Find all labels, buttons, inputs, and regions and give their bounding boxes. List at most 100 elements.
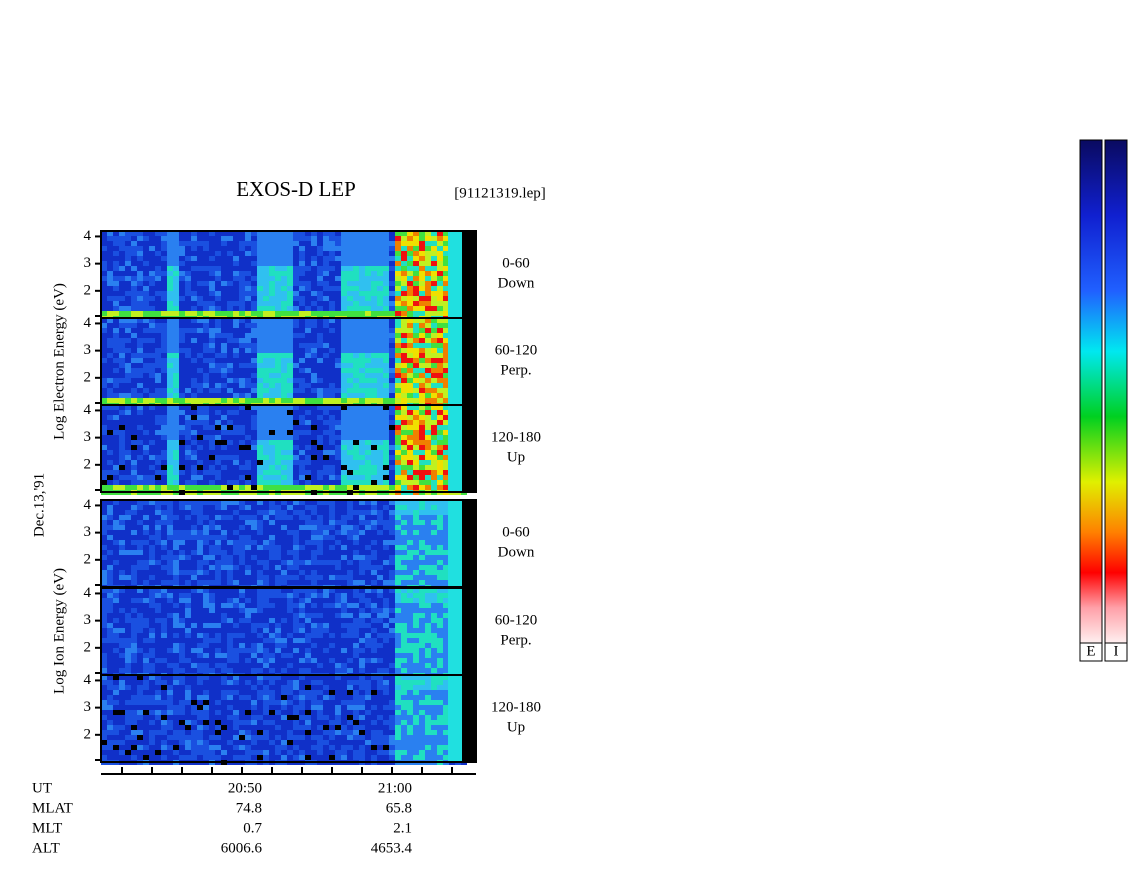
spectrogram-cell — [221, 343, 227, 348]
spectrogram-cell — [161, 480, 167, 485]
spectrogram-cell — [185, 323, 191, 328]
spectrogram-cell — [119, 286, 125, 291]
spectrogram-cell — [167, 540, 173, 545]
spectrogram-cell — [125, 603, 131, 608]
spectrogram-cell — [377, 251, 383, 256]
spectrogram-cell — [119, 653, 125, 658]
spectrogram-cell — [419, 405, 425, 410]
spectrogram-cell — [335, 535, 341, 540]
spectrogram-cell — [419, 420, 425, 425]
spectrogram-cell — [437, 460, 443, 465]
spectrogram-cell — [173, 580, 179, 585]
spectrogram-cell — [305, 246, 311, 251]
spectrogram-cell — [281, 475, 287, 480]
spectrogram-cell — [263, 515, 269, 520]
spectrogram-cell — [263, 323, 269, 328]
spectrogram-cell — [359, 435, 365, 440]
spectrogram-cell — [173, 633, 179, 638]
spectrogram-cell — [185, 236, 191, 241]
spectrogram-cell — [311, 251, 317, 256]
spectrogram-cell — [287, 480, 293, 485]
spectrogram-cell — [425, 430, 431, 435]
spectrogram-cell — [173, 515, 179, 520]
spectrogram-cell — [119, 570, 125, 575]
spectrogram-cell — [125, 515, 131, 520]
spectrogram-cell — [167, 296, 173, 301]
spectrogram-cell — [299, 415, 305, 420]
spectrogram-cell — [335, 460, 341, 465]
spectrogram-cell — [347, 485, 353, 490]
spectrogram-cell — [263, 623, 269, 628]
spectrogram-cell — [281, 383, 287, 388]
spectrogram-cell — [341, 425, 347, 430]
spectrogram-cell — [215, 545, 221, 550]
spectrogram-cell — [239, 638, 245, 643]
spectrogram-cell — [395, 485, 401, 490]
spectrogram-cell — [335, 256, 341, 261]
y-axis-label: Log Ion Energy (eV) — [51, 568, 67, 694]
spectrogram-cell — [125, 435, 131, 440]
spectrogram-cell — [137, 570, 143, 575]
spectrogram-cell — [221, 266, 227, 271]
spectrogram-cell — [437, 338, 443, 343]
spectrogram-cell — [293, 550, 299, 555]
spectrogram-cell — [227, 460, 233, 465]
spectrogram-cell — [281, 231, 287, 236]
spectrogram-cell — [221, 510, 227, 515]
spectrogram-cell — [443, 343, 449, 348]
spectrogram-cell — [251, 323, 257, 328]
spectrogram-cell — [101, 618, 107, 623]
spectrogram-cell — [389, 440, 395, 445]
spectrogram-cell — [233, 455, 239, 460]
spectrogram-cell — [383, 338, 389, 343]
spectrogram-cell — [275, 363, 281, 368]
spectrogram-cell — [131, 475, 137, 480]
spectrogram-cell — [143, 318, 149, 323]
spectrogram-cell — [233, 420, 239, 425]
spectrogram-cell — [311, 328, 317, 333]
spectrogram-cell — [395, 393, 401, 398]
spectrogram-cell — [215, 430, 221, 435]
spectrogram-cell — [323, 373, 329, 378]
spectrogram-cell — [191, 256, 197, 261]
spectrogram-cell — [173, 286, 179, 291]
spectrogram-cell — [365, 455, 371, 460]
spectrogram-cell — [155, 343, 161, 348]
spectrogram-cell — [281, 241, 287, 246]
spectrogram-cell — [299, 525, 305, 530]
spectrogram-cell — [257, 343, 263, 348]
spectrogram-cell — [245, 286, 251, 291]
spectrogram-cell — [209, 510, 215, 515]
spectrogram-cell — [269, 475, 275, 480]
spectrogram-cell — [395, 415, 401, 420]
spectrogram-cell — [113, 358, 119, 363]
spectrogram-cell — [239, 653, 245, 658]
spectrogram-cell — [437, 415, 443, 420]
spectrogram-cell — [413, 373, 419, 378]
spectrogram-cell — [161, 520, 167, 525]
spectrogram-cell — [317, 510, 323, 515]
spectrogram-cell — [143, 353, 149, 358]
spectrogram-cell — [275, 668, 281, 673]
spectrogram-cell — [419, 510, 425, 515]
spectrogram-cell — [149, 510, 155, 515]
spectrogram-cell — [305, 530, 311, 535]
spectrogram-cell — [401, 373, 407, 378]
spectrogram-cell — [377, 450, 383, 455]
spectrogram-cell — [179, 550, 185, 555]
spectrogram-cell — [209, 623, 215, 628]
spectrogram-cell — [137, 663, 143, 668]
spectrogram-cell — [359, 383, 365, 388]
spectrogram-cell — [329, 378, 335, 383]
spectrogram-cell — [191, 643, 197, 648]
spectrogram-cell — [263, 608, 269, 613]
spectrogram-cell — [251, 435, 257, 440]
spectrogram-cell — [299, 425, 305, 430]
spectrogram-cell — [347, 358, 353, 363]
spectrogram-cell — [179, 648, 185, 653]
spectrogram-cell — [221, 520, 227, 525]
spectrogram-cell — [131, 465, 137, 470]
spectrogram-cell — [359, 358, 365, 363]
spectrogram-cell — [263, 540, 269, 545]
spectrogram-cell — [425, 475, 431, 480]
